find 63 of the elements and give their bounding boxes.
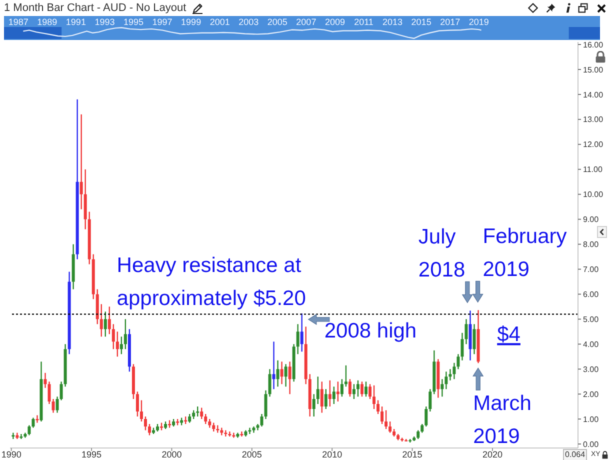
candlestick — [280, 362, 284, 384]
candlestick — [256, 424, 260, 430]
x-tick-label: 2015 — [402, 449, 422, 460]
x-tick-label: 1997 — [152, 17, 172, 27]
y-tick-label: 13.00 — [583, 115, 604, 124]
x-tick-label: 1995 — [123, 17, 144, 27]
x-tick-label: 2005 — [242, 449, 262, 460]
x-tick-label: 2015 — [411, 17, 432, 27]
chart-title: 1 Month Bar Chart - AUD - No Layout — [4, 2, 186, 14]
y-tick-label: 15.00 — [583, 65, 604, 74]
x-tick-label: 1989 — [37, 17, 58, 27]
annotation: February 2019 — [482, 225, 568, 282]
text: 0.064 — [563, 449, 588, 460]
candlestick — [252, 426, 256, 433]
x-tick-label: 2017 — [440, 17, 460, 27]
x-tick-label: 2009 — [324, 17, 345, 27]
ref-line-label: Heavy resistance at approximately $5.20 — [116, 254, 306, 310]
y-tick-label: 11.00 — [583, 165, 603, 174]
candlestick — [248, 428, 252, 434]
y-tick-label: 9.00 — [583, 215, 600, 224]
candlestick — [220, 428, 224, 436]
y-tick-label: 0.00 — [583, 440, 600, 449]
x-tick-label: 1987 — [8, 17, 28, 27]
candlestick — [240, 432, 244, 437]
candlestick — [224, 430, 228, 437]
candlestick — [12, 432, 15, 440]
annotation: March 2019 — [473, 392, 532, 448]
y-tick-label: 14.00 — [583, 90, 604, 100]
x-tick-label: 2005 — [267, 17, 288, 27]
x-tick-label: 1991 — [66, 17, 86, 27]
y-tick-label: 1.00 — [583, 414, 600, 424]
x-tick-label: 2001 — [210, 17, 230, 27]
x-tick-label: 2007 — [296, 17, 316, 27]
y-tick-label: 12.00 — [583, 140, 604, 150]
y-tick-label: 5.00 — [583, 315, 600, 324]
x-tick-label: 2011 — [354, 17, 374, 27]
y-tick-label: 2.00 — [583, 390, 600, 399]
annotation: July 2018 — [418, 226, 466, 282]
candlestick — [228, 432, 232, 437]
x-tick-label: 1993 — [94, 17, 115, 27]
candlestick — [272, 342, 276, 390]
y-tick-label: 8.00 — [583, 240, 600, 250]
x-tick-label: 1990 — [1, 449, 22, 460]
y-tick-label: 4.00 — [583, 340, 600, 349]
annotation: $4 — [497, 323, 521, 346]
y-tick-label: 7.00 — [583, 265, 600, 274]
x-tick-label: 1995 — [82, 449, 102, 460]
y-tick-label: 10.00 — [583, 190, 604, 200]
x-tick-label: 2013 — [382, 17, 403, 27]
candlestick — [44, 372, 47, 388]
candlestick — [232, 432, 236, 438]
candlestick — [20, 434, 23, 440]
annotation: 2008 high — [324, 319, 417, 342]
x-tick-label: 2019 — [468, 17, 489, 27]
y-tick-label: 16.00 — [583, 40, 604, 50]
x-tick-label: 2010 — [322, 449, 342, 460]
y-tick-label: 3.00 — [583, 364, 600, 374]
x-tick-label: 1999 — [181, 17, 202, 27]
y-tick-label: 6.00 — [583, 290, 600, 300]
x-tick-label: 2003 — [238, 17, 259, 27]
x-tick-label: 2020 — [482, 449, 502, 460]
candlestick — [36, 415, 39, 423]
x-tick-label: 2000 — [162, 449, 182, 460]
